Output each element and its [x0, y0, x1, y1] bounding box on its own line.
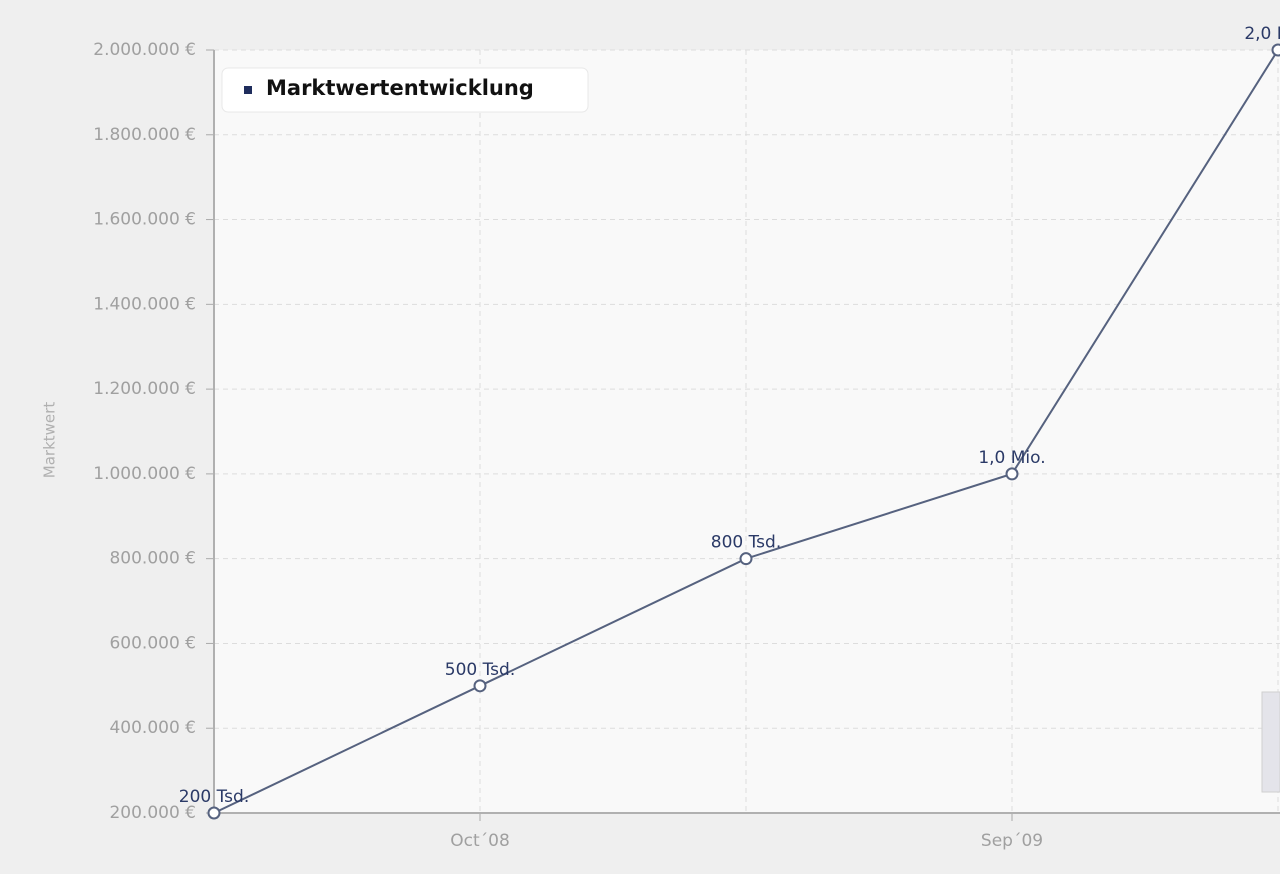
- x-tick-label: Oct´08: [450, 831, 510, 851]
- data-label: 800 Tsd.: [711, 533, 781, 553]
- plot-area: [214, 50, 1280, 813]
- y-tick-label: 2.000.000 €: [93, 40, 196, 60]
- y-tick-label: 1.000.000 €: [93, 464, 196, 484]
- data-label: 2,0 Mio.: [1244, 24, 1280, 44]
- point: [207, 806, 221, 820]
- legend-swatch: [244, 86, 252, 94]
- y-tick-label: 1.200.000 €: [93, 379, 196, 399]
- scroll-widget[interactable]: [1261, 691, 1280, 793]
- y-tick-label: 1.400.000 €: [93, 294, 196, 314]
- point: [473, 679, 487, 693]
- data-label: 200 Tsd.: [179, 787, 249, 807]
- legend: Marktwertentwicklung: [221, 67, 589, 113]
- x-tick-label: Sep´09: [981, 831, 1043, 851]
- y-axis-title: Marktwert: [41, 402, 59, 479]
- point: [1005, 467, 1019, 481]
- point: [1271, 43, 1280, 57]
- y-tick-label: 400.000 €: [109, 718, 196, 738]
- legend-box: [221, 67, 589, 113]
- data-label: 500 Tsd.: [445, 660, 515, 680]
- y-tick-label: 600.000 €: [109, 633, 196, 653]
- y-tick-label: 200.000 €: [109, 803, 196, 823]
- y-tick-label: 1.800.000 €: [93, 125, 196, 145]
- data-label: 1,0 Mio.: [978, 448, 1045, 468]
- point: [739, 552, 753, 566]
- y-tick-label: 800.000 €: [109, 549, 196, 569]
- legend-label: Marktwertentwicklung: [266, 76, 534, 100]
- y-tick-label: 1.600.000 €: [93, 210, 196, 230]
